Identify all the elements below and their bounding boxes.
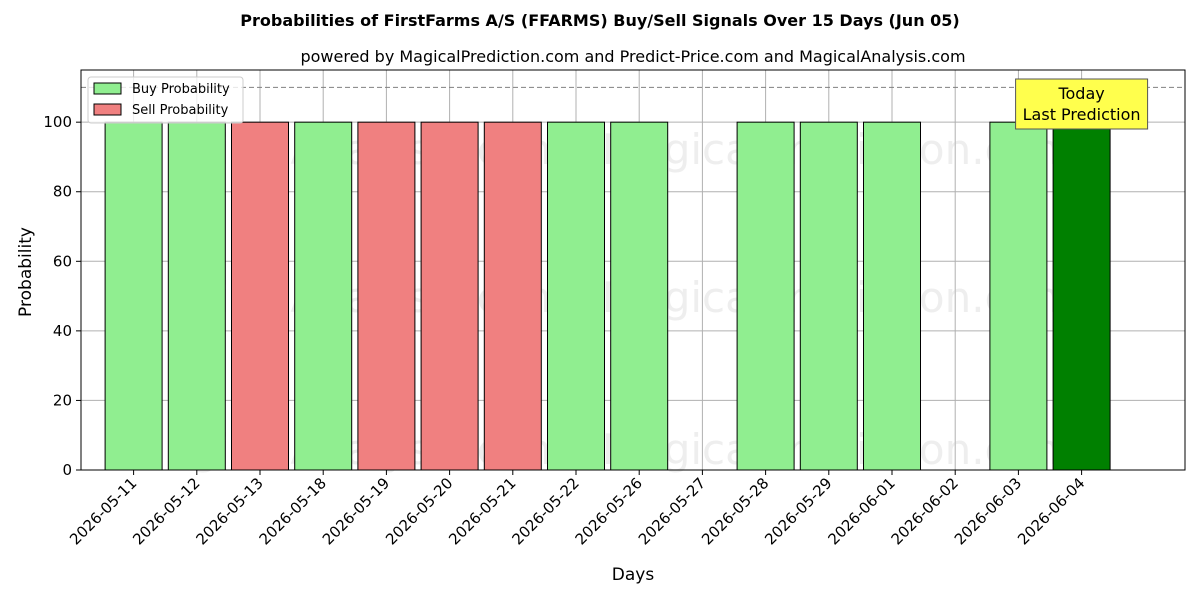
- x-tick-label: 2026-05-22: [508, 474, 582, 548]
- legend-label: Buy Probability: [132, 82, 230, 97]
- annotation-line2: Last Prediction: [1023, 105, 1141, 124]
- y-tick-label: 80: [53, 183, 72, 201]
- y-tick-label: 100: [43, 113, 72, 131]
- y-axis-ticks: 0 20 40 60 80 100: [43, 113, 81, 479]
- legend: Buy Probability Sell Probability: [87, 76, 244, 124]
- x-tick-label: 2026-06-03: [951, 474, 1025, 548]
- x-tick-label: 2026-05-13: [192, 474, 266, 548]
- x-tick-label: 2026-05-26: [572, 474, 646, 548]
- x-axis-ticks: 2026-05-112026-05-122026-05-132026-05-18…: [66, 470, 1088, 548]
- bar-buy-probability: [736, 121, 795, 471]
- plot-frame: [80, 69, 1186, 471]
- y-tick-label: 40: [53, 322, 72, 340]
- bars: [104, 121, 1111, 471]
- y-tick-label: 60: [53, 252, 72, 270]
- bar-buy-probability: [799, 121, 858, 471]
- x-tick-label: 2026-05-11: [66, 474, 140, 548]
- today-annotation: Today Last Prediction: [1015, 78, 1149, 130]
- x-tick-label: 2026-06-04: [1014, 474, 1088, 548]
- x-tick-label: 2026-05-18: [256, 474, 330, 548]
- bar-buy-probability: [610, 121, 669, 471]
- legend-label: Sell Probability: [132, 103, 229, 118]
- legend-swatch: [93, 82, 122, 95]
- x-tick-label: 2026-05-20: [382, 474, 456, 548]
- y-axis-label: Probability: [16, 227, 36, 317]
- x-tick-label: 2026-05-19: [319, 474, 393, 548]
- bar-sell-probability: [420, 121, 479, 471]
- y-tick-label: 0: [62, 461, 72, 479]
- annotation-line1: Today: [1057, 84, 1104, 103]
- bar-buy-probability: [547, 121, 605, 471]
- bar-buy-probability: [167, 121, 226, 471]
- bar-sell-probability: [357, 121, 416, 471]
- bar-buy-probability: [989, 121, 1048, 471]
- legend-swatch: [93, 103, 122, 116]
- bar-sell-probability: [483, 121, 542, 471]
- x-tick-label: 2026-05-29: [761, 474, 835, 548]
- bar-buy-probability: [863, 121, 921, 471]
- legend-box: [87, 76, 244, 124]
- x-tick-label: 2026-05-12: [129, 474, 203, 548]
- chart-title: Probabilities of FirstFarms A/S (FFARMS)…: [240, 11, 959, 30]
- y-tick-label: 20: [53, 391, 72, 409]
- x-tick-label: 2026-05-27: [635, 474, 709, 548]
- bar-buy-probability: [1052, 121, 1111, 471]
- bar-sell-probability: [231, 121, 289, 471]
- x-axis-label: Days: [612, 565, 655, 585]
- bar-buy-probability: [294, 121, 353, 471]
- annotation-box: [1015, 78, 1149, 130]
- x-tick-label: 2026-06-02: [888, 474, 962, 548]
- x-tick-label: 2026-06-01: [824, 474, 898, 548]
- bar-buy-probability: [104, 121, 163, 471]
- x-tick-label: 2026-05-28: [698, 474, 772, 548]
- x-tick-label: 2026-05-21: [445, 474, 519, 548]
- chart-subtitle: powered by MagicalPrediction.com and Pre…: [300, 47, 965, 66]
